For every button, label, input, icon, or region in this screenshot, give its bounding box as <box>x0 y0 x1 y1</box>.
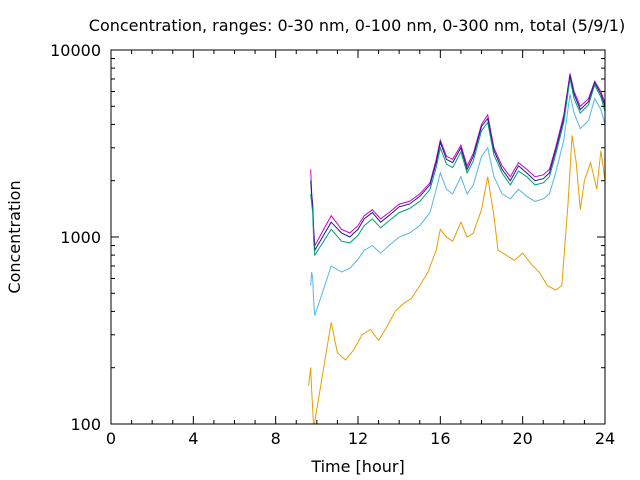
series-line-4 <box>310 94 605 316</box>
plot-frame <box>110 49 606 425</box>
x-tick-label: 4 <box>188 429 198 448</box>
y-axis-label: Concentration <box>5 180 24 293</box>
x-tick-label: 12 <box>348 429 368 448</box>
series-line-5 <box>308 135 605 424</box>
ticks-layer: 0 4 8 12 16 20 24 100 1000 10000 <box>50 41 615 448</box>
chart-title: Concentration, ranges: 0-30 nm, 0-100 nm… <box>89 16 625 35</box>
x-tick-label: 16 <box>430 429 450 448</box>
series-layer <box>308 73 605 424</box>
y-tick-label: 1000 <box>60 228 101 247</box>
series-line-3 <box>310 78 605 257</box>
y-tick-label: 10000 <box>50 41 101 60</box>
y-tick-label: 100 <box>70 415 101 434</box>
plot-area: 0 4 8 12 16 20 24 100 1000 10000 <box>50 41 615 448</box>
x-tick-label: 8 <box>271 429 281 448</box>
x-axis-label: Time [hour] <box>310 457 404 476</box>
series-line-2 <box>310 75 605 252</box>
x-tick-label: 20 <box>512 429 532 448</box>
series-line-1 <box>310 73 605 248</box>
x-tick-label: 24 <box>595 429 615 448</box>
x-tick-label: 0 <box>106 429 116 448</box>
